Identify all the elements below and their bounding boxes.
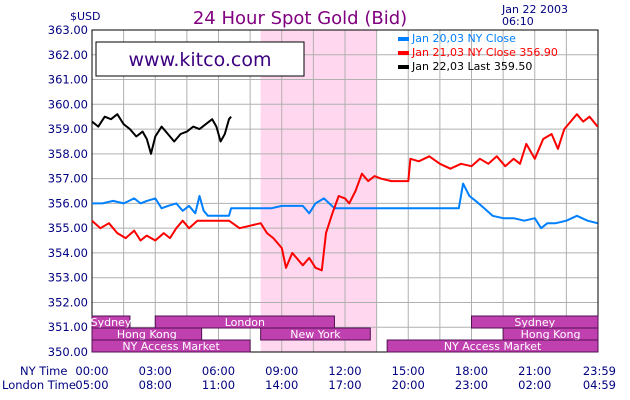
session-label: Hong Kong — [117, 328, 177, 341]
series-line-2 — [91, 113, 599, 272]
x-tick-label-london: 11:00 — [202, 378, 235, 392]
x-tick-label-london: 23:00 — [455, 378, 488, 392]
session-label: New York — [290, 328, 341, 341]
legend-label: Jan 22,03 Last 359.50 — [411, 60, 532, 73]
x-tick-label-ny: 06:00 — [202, 364, 235, 378]
y-tick-label: 357.00 — [48, 172, 88, 186]
session-label: Sydney — [91, 316, 132, 329]
session-bar — [154, 315, 335, 329]
y-tick-label: 361.00 — [48, 73, 88, 87]
x-tick-label-london: 04:59 — [583, 378, 616, 392]
session-label: Sydney — [514, 316, 555, 329]
chart-title: 24 Hour Spot Gold (Bid) — [193, 8, 407, 29]
x-tick-label-ny: 03:00 — [139, 364, 172, 378]
x-tick-label-ny: 12:00 — [328, 364, 361, 378]
x-tick-label-ny: 09:00 — [265, 364, 298, 378]
x-tick-label-london: 02:00 — [518, 378, 551, 392]
y-tick-label: 353.00 — [48, 271, 88, 285]
grid — [92, 29, 598, 353]
x-tick-label-london: 08:00 — [139, 378, 172, 392]
y-tick-label: 355.00 — [48, 221, 88, 235]
time-label: 06:10 — [502, 15, 534, 28]
x-tick-label-london: 17:00 — [328, 378, 361, 392]
series-line-1 — [92, 182, 598, 230]
x-tick-label-ny: 21:00 — [518, 364, 551, 378]
y-tick-label: 350.00 — [48, 345, 88, 359]
session-bar — [91, 339, 251, 353]
session-bar — [386, 339, 599, 353]
x-tick-label-ny: 00:00 — [75, 364, 108, 378]
session-label: NY Access Market — [444, 340, 542, 353]
y-tick-label: 360.00 — [48, 97, 88, 111]
x-tick-label-london: 14:00 — [265, 378, 298, 392]
y-tick-label: 362.00 — [48, 48, 88, 62]
legend-label: Jan 21,03 NY Close 356.90 — [411, 46, 558, 59]
series-line-3 — [91, 113, 232, 155]
ny-time-row-label: NY Time — [20, 364, 67, 378]
watermark: www.kitco.com — [128, 49, 271, 71]
y-tick-label: 359.00 — [48, 122, 88, 136]
watermark-box — [95, 41, 305, 77]
session-label: NY Access Market — [122, 340, 220, 353]
date-label: Jan 22 2003 — [501, 3, 568, 16]
y-tick-label: 356.00 — [48, 196, 88, 210]
x-tick-label-ny: 23:59 — [583, 364, 616, 378]
y-tick-label: 363.00 — [48, 23, 88, 37]
x-tick-label-ny: 15:00 — [392, 364, 425, 378]
us-hours-highlight — [260, 30, 377, 352]
x-tick-label-ny: 18:00 — [455, 364, 488, 378]
legend-swatch — [398, 65, 409, 69]
y-tick-label: 354.00 — [48, 246, 88, 260]
y-tick-label: 358.00 — [48, 147, 88, 161]
legend-swatch — [398, 37, 409, 41]
session-label: London — [225, 316, 265, 329]
plot-frame — [91, 29, 599, 353]
y-tick-label: 352.00 — [48, 295, 88, 309]
price-series — [91, 113, 599, 272]
legend-swatch — [398, 51, 409, 55]
x-tick-label-london: 05:00 — [75, 378, 108, 392]
x-tick-label-london: 20:00 — [392, 378, 425, 392]
session-label: Hong Kong — [521, 328, 581, 341]
y-axis-label: $USD — [70, 10, 101, 23]
y-tick-label: 351.00 — [48, 320, 88, 334]
session-bar — [260, 327, 371, 341]
london-time-row-label: London Time — [2, 378, 76, 392]
legend-label: Jan 20,03 NY Close — [411, 32, 516, 45]
y-axis-ticks: 363.00 362.00 361.00 360.00 359.00 358.00 357.… — [48, 23, 88, 359]
